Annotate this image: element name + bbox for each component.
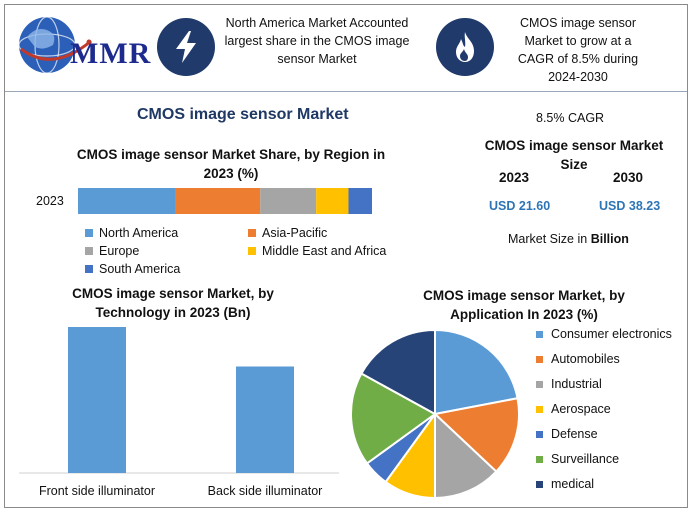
- infographic-frame: MMR North America Market Accounted large…: [4, 4, 688, 508]
- application-legend-item-aerospace: Aerospace: [536, 402, 611, 416]
- pie-slice-medical: [360, 328, 436, 416]
- legend-label: medical: [551, 477, 595, 491]
- unit-prefix: Market Size in: [508, 232, 588, 246]
- legend-swatch: [248, 247, 256, 255]
- application-legend-item-industrial: Industrial: [536, 377, 602, 391]
- market-size-unit: Market Size in Billion: [508, 232, 629, 246]
- legend-swatch: [536, 380, 543, 388]
- region-segment-europe: [260, 188, 317, 214]
- legend-swatch: [536, 330, 543, 338]
- region-stacked-bar: [78, 188, 372, 214]
- year-2023-label: 2023: [499, 170, 530, 185]
- year-2030-label: 2030: [613, 170, 644, 185]
- application-legend-item-surveillance: Surveillance: [536, 452, 619, 466]
- market-size-title: CMOS image sensor Market Size: [484, 138, 664, 172]
- pie-slice-industrial: [434, 411, 498, 500]
- region-legend-item-north-america: North America: [85, 226, 178, 240]
- region-legend-item-middle-east-and-africa: Middle East and Africa: [248, 244, 386, 258]
- legend-label: Automobiles: [551, 352, 620, 366]
- header-band: MMR North America Market Accounted large…: [5, 5, 687, 91]
- legend-label: North America: [99, 226, 179, 240]
- application-legend-item-defense: Defense: [536, 427, 598, 441]
- fact-2-text: CMOS image sensor Market to grow at a CA…: [517, 16, 639, 84]
- legend-label: Asia-Pacific: [262, 226, 328, 240]
- application-legend-item-consumer-electronics: Consumer electronics: [536, 327, 672, 341]
- fact-1-text: North America Market Accounted largest s…: [224, 16, 410, 66]
- legend-swatch: [536, 405, 543, 413]
- region-chart-title: CMOS image sensor Market Share, by Regio…: [76, 147, 386, 181]
- header-divider: [5, 91, 687, 92]
- lightning-bolt-icon: [176, 31, 196, 63]
- legend-swatch: [536, 455, 543, 463]
- fact-1-icon-badge: [157, 18, 215, 76]
- legend-label: Industrial: [551, 377, 602, 391]
- legend-swatch: [248, 229, 256, 237]
- legend-swatch: [536, 355, 543, 363]
- region-segment-middle-east-and-africa: [316, 188, 349, 214]
- legend-label: Europe: [99, 244, 140, 258]
- value-2023: USD 21.60: [489, 199, 551, 213]
- fact-2-icon-badge: [436, 18, 494, 76]
- logo-text: MMR: [70, 37, 152, 70]
- technology-bar-chart: Front side illuminator Back side illumina…: [19, 327, 339, 498]
- application-legend-item-medical: medical: [536, 477, 594, 491]
- technology-tick-label: Back side illuminator: [208, 484, 323, 498]
- globe-icon: [18, 16, 92, 74]
- technology-tick-label: Front side illuminator: [39, 484, 155, 498]
- legend-label: Aerospace: [551, 402, 611, 416]
- application-legend-item-automobiles: Automobiles: [536, 352, 620, 366]
- legend-swatch: [536, 480, 543, 488]
- technology-bar-front-side-illuminator: [68, 327, 126, 473]
- pie-slice-surveillance: [350, 372, 437, 465]
- value-2030: USD 38.23: [599, 199, 661, 213]
- region-segment-north-america: [78, 188, 176, 214]
- region-category-label: 2023: [36, 194, 64, 208]
- region-legend-item-asia-pacific: Asia-Pacific: [248, 226, 327, 240]
- technology-bar-back-side-illuminator: [236, 366, 294, 473]
- legend-swatch: [85, 265, 93, 273]
- technology-chart-title: CMOS image sensor Market, by Technology …: [72, 286, 274, 320]
- legend-label: South America: [99, 262, 181, 276]
- legend-label: Middle East and Africa: [262, 244, 387, 258]
- unit-bold: Billion: [590, 232, 629, 246]
- legend-label: Consumer electronics: [551, 327, 672, 341]
- flame-icon: [456, 32, 474, 62]
- region-legend-item-south-america: South America: [85, 262, 180, 276]
- region-segment-asia-pacific: [175, 188, 261, 214]
- application-chart-title: CMOS image sensor Market, by Application…: [423, 288, 625, 322]
- legend-label: Defense: [551, 427, 598, 441]
- pie-slice-consumer-electronics: [434, 328, 519, 416]
- application-pie-chart: [350, 328, 520, 500]
- pie-slice-automobiles: [432, 397, 520, 473]
- legend-label: Surveillance: [551, 452, 620, 466]
- legend-swatch: [85, 247, 93, 255]
- region-legend-item-europe: Europe: [85, 244, 139, 258]
- region-segment-south-america: [348, 188, 372, 214]
- legend-swatch: [536, 430, 543, 438]
- main-title: CMOS image sensor Market: [137, 106, 349, 123]
- legend-swatch: [85, 229, 93, 237]
- mmr-logo: MMR: [13, 11, 150, 81]
- cagr-label: 8.5% CAGR: [536, 111, 605, 125]
